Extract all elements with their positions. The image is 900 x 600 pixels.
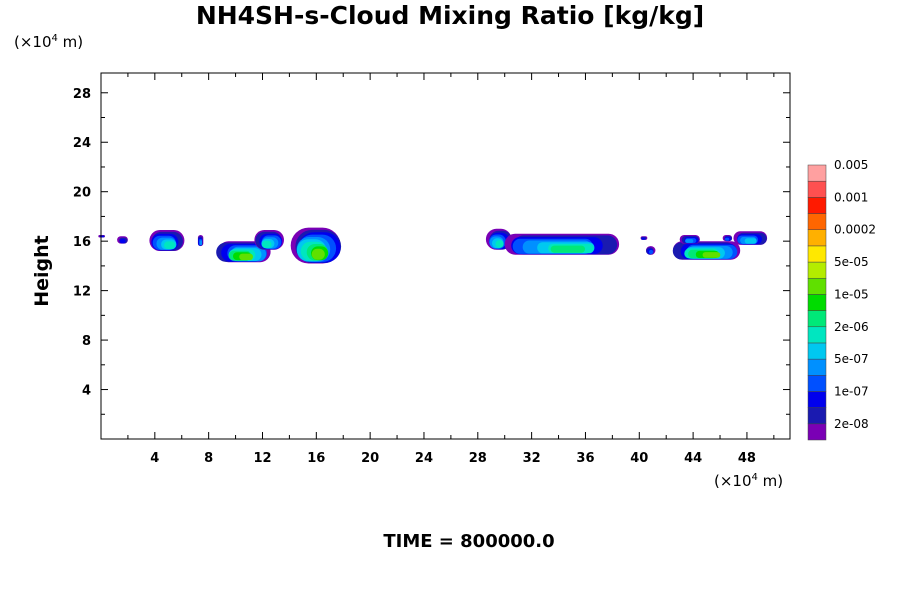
cloud-contour-level <box>702 252 721 258</box>
x-tick-label: 24 <box>415 451 433 466</box>
x-tick-label: 12 <box>253 451 271 466</box>
cloud-patch <box>722 235 733 242</box>
colorbar-label: 2e-06 <box>834 320 869 334</box>
cloud-patch <box>254 230 284 250</box>
cloud-patch <box>117 236 128 244</box>
x-tick-label: 44 <box>684 451 702 466</box>
y-tick-label: 28 <box>73 87 91 102</box>
y-tick-label: 24 <box>73 136 91 151</box>
cloud-patch <box>149 230 185 251</box>
y-tick-label: 4 <box>82 384 91 399</box>
cloud-contour-level <box>641 237 646 240</box>
x-unit-suffix: m) <box>757 472 784 490</box>
colorbar-label: 0.001 <box>834 190 868 204</box>
cloud-patch <box>679 235 700 244</box>
colorbar-label: 5e-05 <box>834 255 869 269</box>
cloud-contour-level <box>311 248 325 260</box>
y-unit-suffix: m) <box>57 33 84 51</box>
cloud-patch <box>485 228 512 250</box>
colorbar-swatch <box>807 407 827 425</box>
y-axis-unit: (×104 m) <box>14 33 83 51</box>
colorbar-swatch <box>807 342 827 360</box>
colorbar-label: 1e-07 <box>834 385 869 399</box>
colorbar-swatch <box>807 326 827 344</box>
cloud-patch <box>672 241 741 260</box>
cloud-contour-level <box>119 238 126 244</box>
cloud-contour-level <box>199 240 202 246</box>
y-unit-prefix: (×10 <box>14 33 52 51</box>
x-unit-prefix: (×10 <box>714 472 752 490</box>
x-tick-label: 8 <box>204 451 213 466</box>
cloud-patch <box>733 231 768 245</box>
cloud-contour-level <box>744 238 757 244</box>
plot-frame <box>100 72 791 440</box>
x-tick-label: 20 <box>361 451 379 466</box>
x-tick-label: 32 <box>523 451 541 466</box>
cloud-contour-level <box>239 253 253 260</box>
colorbar-swatch <box>807 358 827 376</box>
colorbar-label: 5e-07 <box>834 352 869 366</box>
y-unit-exponent: 4 <box>51 33 58 44</box>
x-tick-label: 4 <box>150 451 159 466</box>
y-tick-label: 12 <box>73 285 91 300</box>
cloud-contour-level <box>685 239 694 243</box>
colorbar-swatch <box>807 294 827 311</box>
cloud-patch <box>646 246 656 255</box>
cloud-patch <box>504 233 620 255</box>
x-tick-label: 40 <box>630 451 648 466</box>
colorbar-swatch <box>807 375 827 392</box>
x-tick-label: 28 <box>469 451 487 466</box>
chart-title: NH4SH-s-Cloud Mixing Ratio [kg/kg] <box>195 1 705 30</box>
colorbar-label: 2e-08 <box>834 417 869 431</box>
colorbar-swatch <box>807 423 827 441</box>
cloud-patch <box>197 235 204 247</box>
cloud-patch <box>98 235 105 238</box>
colorbar-swatch <box>807 277 827 295</box>
cloud-patch <box>216 241 271 263</box>
colorbar: 2e-08 1e-07 5e-07 2e-06 1e-05 5e-05 0.0002 0.00… <box>807 158 876 441</box>
x-unit-exponent: 4 <box>751 472 758 483</box>
colorbar-label: 1e-05 <box>834 287 869 301</box>
x-tick-label: 36 <box>576 451 594 466</box>
cloud-contour-level <box>725 237 730 241</box>
colorbar-swatch <box>807 261 827 279</box>
y-tick-label: 16 <box>73 235 91 250</box>
colorbar-swatch <box>807 164 827 182</box>
cloud-contour-level <box>495 240 504 248</box>
x-axis-unit: (×104 m) <box>714 472 783 490</box>
colorbar-label: 0.005 <box>834 158 868 172</box>
cloud-contour-level <box>164 241 176 249</box>
cloud-contour-level <box>550 245 585 253</box>
cloud-field <box>98 227 768 264</box>
colorbar-swatch <box>807 229 827 247</box>
y-tick-label: 8 <box>82 334 91 349</box>
colorbar-swatch <box>807 180 827 198</box>
colorbar-swatch <box>807 310 827 328</box>
colorbar-swatch <box>807 213 827 230</box>
cloud-contour-level <box>648 249 654 255</box>
time-label: TIME = 800000.0 <box>383 531 555 552</box>
colorbar-label: 0.0002 <box>834 223 876 237</box>
colorbar-swatch <box>807 245 827 263</box>
colorbar-swatch <box>807 391 827 408</box>
cloud-patch <box>290 227 342 264</box>
colorbar-swatch <box>807 197 827 214</box>
y-tick-label: 20 <box>73 186 91 201</box>
cloud-contour-level <box>262 240 272 248</box>
cloud-patch <box>640 236 648 240</box>
x-tick-label: 48 <box>738 451 756 466</box>
x-tick-label: 16 <box>307 451 325 466</box>
